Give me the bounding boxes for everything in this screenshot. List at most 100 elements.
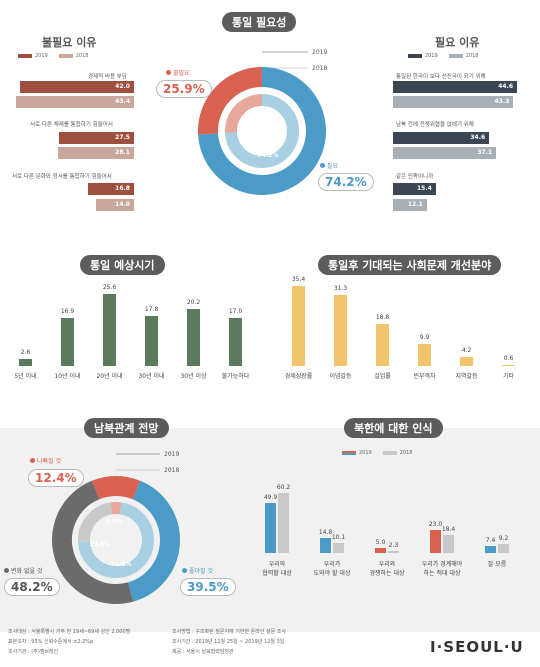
time-value: 2.6 (20, 348, 31, 356)
issue-value: 18.8 (375, 313, 390, 321)
issue-bar (292, 286, 305, 366)
nk-value-2019: 23.0 (428, 521, 443, 529)
nk-category: 우리와 (268, 561, 286, 568)
title-nk-perception: 북한에 대한 인식 (344, 418, 443, 438)
time-value: 16.9 (60, 308, 75, 316)
better-legend: 좋아질 것 (182, 566, 213, 575)
footer-left-3: 조사기관 : (주)엠브레인 (8, 649, 59, 655)
nk-value-2018: 60.2 (276, 484, 291, 491)
time-category: 30년 이상 (180, 373, 207, 380)
better-percent: 39.5% (180, 578, 236, 596)
time-category: 30년 이내 (138, 373, 165, 380)
better-text: 좋아질 것 (189, 568, 213, 575)
relations-inner-year: 2018 (164, 467, 180, 474)
nk-bar-2018 (443, 534, 454, 553)
legend-2019-text: 2019 (425, 53, 438, 59)
nk-bar-2018 (278, 493, 289, 553)
time-value: 25.6 (102, 284, 117, 291)
time-bar (187, 309, 200, 366)
unnecessary-reason-label: 경제적 비용 부담 (88, 74, 127, 80)
relations-inner-2 (78, 502, 113, 543)
legend-2018-swatch (58, 54, 73, 58)
title-necessary: 필요 이유 (435, 36, 480, 49)
nk-category: 우리와 (378, 561, 396, 568)
nk-category: 협력할 대상 (262, 570, 292, 577)
nk-value-2019: 7.4 (485, 536, 496, 544)
time-value: 17.0 (228, 308, 243, 316)
unnecessary-bar-2018: 14.0 (95, 199, 134, 211)
unnecessary-legend: 불필요 (166, 68, 190, 77)
issue-value: 0.6 (503, 354, 514, 362)
unnecessary-bar-2018: 28.1 (57, 147, 134, 159)
nk-value-2018: 10.1 (331, 533, 346, 541)
legend-2018-swatch (448, 54, 463, 58)
issue-category: 지역갈등 (455, 373, 478, 380)
issue-value: 9.9 (419, 333, 430, 341)
necessity-outer-0 (198, 67, 263, 135)
relations-outer-year: 2019 (164, 451, 180, 458)
relations-outer-2 (52, 480, 134, 604)
nk-bar-2018 (388, 550, 399, 553)
issue-value: 4.2 (461, 346, 472, 354)
title-expected-time: 통일 예상시기 (80, 255, 165, 275)
necessity-inner-1 (225, 94, 299, 168)
time-bar (103, 294, 116, 366)
inner-necessary-percent: 74.2% (257, 152, 279, 159)
unnecessary-bar-2019: 27.5 (59, 132, 134, 144)
legend-2019-swatch (408, 54, 422, 58)
necessity-inner-0 (225, 94, 263, 133)
legend-nk: 2019 2018 (342, 450, 412, 456)
nk-bar-2019 (430, 530, 441, 553)
title-relations: 남북관계 전망 (84, 418, 169, 438)
nk-bar-2019 (320, 538, 331, 553)
footer-right-1: 조사방법 : 구조화된 질문지에 기반한 온라인 설문 조사 (172, 629, 287, 635)
unnecessary-percent: 25.9% (156, 80, 212, 98)
legend-unnecessary: 2019 2018 (18, 53, 88, 59)
brand-logo: I·SEOUL·U (430, 638, 524, 656)
time-category: 5년 이내 (14, 373, 37, 380)
time-bar (229, 318, 242, 366)
nk-bar-2019 (375, 548, 386, 553)
time-category: 20년 이내 (96, 373, 123, 380)
relations-inner-1 (78, 502, 154, 578)
unnecessary-reason-label: 서로 다른 문화와 정서를 통합하기 힘들어서 (12, 174, 112, 180)
footer-right-3: 제공 : 서울시 남북협력담당관 (172, 649, 234, 655)
nk-value-2019: 49.9 (263, 494, 278, 502)
issue-value: 35.4 (291, 276, 306, 283)
donut-outer-year: 2019 (312, 49, 328, 56)
nk-value-2019: 14.8 (318, 529, 333, 537)
issue-category: 이념갈등 (329, 373, 352, 380)
worse-dot (30, 458, 35, 463)
worse-text: 나빠질 것 (37, 458, 61, 465)
issue-bar (502, 364, 515, 366)
inner-better-percent: 71.8% (110, 561, 132, 568)
unnecessary-reason-label: 서로 다른 체제를 통합하기 힘들어서 (30, 122, 113, 128)
nk-category: 도와야 할 대상 (313, 570, 351, 577)
necessary-dot (320, 163, 325, 168)
necessary-percent: 74.2% (318, 173, 374, 191)
issue-bar (460, 356, 473, 366)
time-bar (19, 358, 32, 366)
necessary-legend: 필요 (320, 161, 338, 170)
issue-category: 경제성장률 (284, 373, 313, 380)
better-dot (182, 568, 187, 573)
unnecessary-dot (166, 70, 171, 75)
legend-2018-text: 2018 (399, 450, 413, 456)
issue-category: 기타 (502, 373, 515, 380)
unnecessary-bar-2019: 42.0 (19, 81, 134, 93)
nk-bar-2019 (485, 545, 496, 553)
issue-category: 실업률 (374, 373, 391, 380)
nk-value-2018: 2.3 (388, 541, 399, 549)
same-percent: 48.2% (4, 578, 60, 596)
title-social-issues: 통일후 기대되는 사회문제 개선분야 (318, 255, 502, 275)
necessity-outer-1 (198, 67, 326, 195)
unnecessary-bar-2018: 43.4 (16, 96, 134, 108)
nk-value-2018: 18.4 (441, 525, 456, 533)
time-bar (61, 318, 74, 366)
legend-2018-text: 2018 (465, 53, 479, 59)
necessary-text: 필요 (327, 163, 339, 170)
necessary-reason-label: 통일된 한국이 보다 선진국이 되기 위해 (396, 74, 486, 80)
issue-value: 31.3 (333, 285, 348, 293)
